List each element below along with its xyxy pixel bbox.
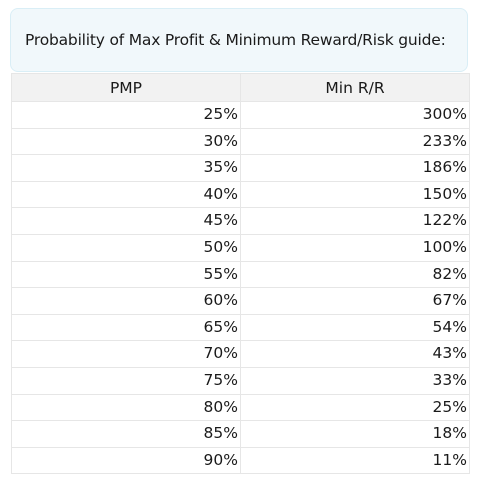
cell-pmp: 50% [11,233,241,262]
table-row: 80% 25% [11,393,470,422]
cell-pmp: 75% [11,366,241,395]
table-row: 60% 67% [11,287,470,315]
table-row: 50% 100% [11,233,470,262]
table-row: 35% 186% [11,154,470,182]
column-header-pmp: PMP [11,73,241,102]
table-row: 85% 18% [11,420,470,448]
table-row: 65% 54% [11,313,470,342]
cell-min-rr: 25% [240,393,470,422]
cell-min-rr: 186% [240,154,470,182]
cell-pmp: 55% [11,260,241,289]
table-row: 70% 43% [11,340,470,368]
cell-pmp: 30% [11,127,241,156]
cell-pmp: 85% [11,420,241,448]
table-row: 30% 233% [11,127,470,156]
table-row: 40% 150% [11,180,470,209]
cell-min-rr: 122% [240,207,470,235]
table-row: 75% 33% [11,366,470,395]
cell-pmp: 40% [11,180,241,209]
cell-min-rr: 18% [240,420,470,448]
guide-title: Probability of Max Profit & Minimum Rewa… [25,31,446,49]
cell-pmp: 80% [11,393,241,422]
cell-pmp: 45% [11,207,241,235]
cell-min-rr: 150% [240,180,470,209]
table-row: 55% 82% [11,260,470,289]
cell-min-rr: 33% [240,366,470,395]
cell-pmp: 90% [11,446,241,475]
cell-min-rr: 233% [240,127,470,156]
guide-header: Probability of Max Profit & Minimum Rewa… [10,8,468,72]
cell-pmp: 25% [11,101,241,129]
table-row: 45% 122% [11,207,470,235]
cell-min-rr: 67% [240,287,470,315]
cell-min-rr: 11% [240,446,470,475]
cell-min-rr: 300% [240,101,470,129]
cell-pmp: 60% [11,287,241,315]
cell-pmp: 65% [11,313,241,342]
pmp-rr-table: PMP Min R/R 25% 300% 30% 233% 35% 186% 40% 150%… [11,73,470,475]
cell-min-rr: 82% [240,260,470,289]
table-row: 90% 11% [11,446,470,475]
cell-min-rr: 54% [240,313,470,342]
table-header-row: PMP Min R/R [11,73,470,102]
column-header-min-rr: Min R/R [240,73,470,102]
cell-pmp: 35% [11,154,241,182]
cell-pmp: 70% [11,340,241,368]
cell-min-rr: 100% [240,233,470,262]
table-row: 25% 300% [11,101,470,129]
cell-min-rr: 43% [240,340,470,368]
